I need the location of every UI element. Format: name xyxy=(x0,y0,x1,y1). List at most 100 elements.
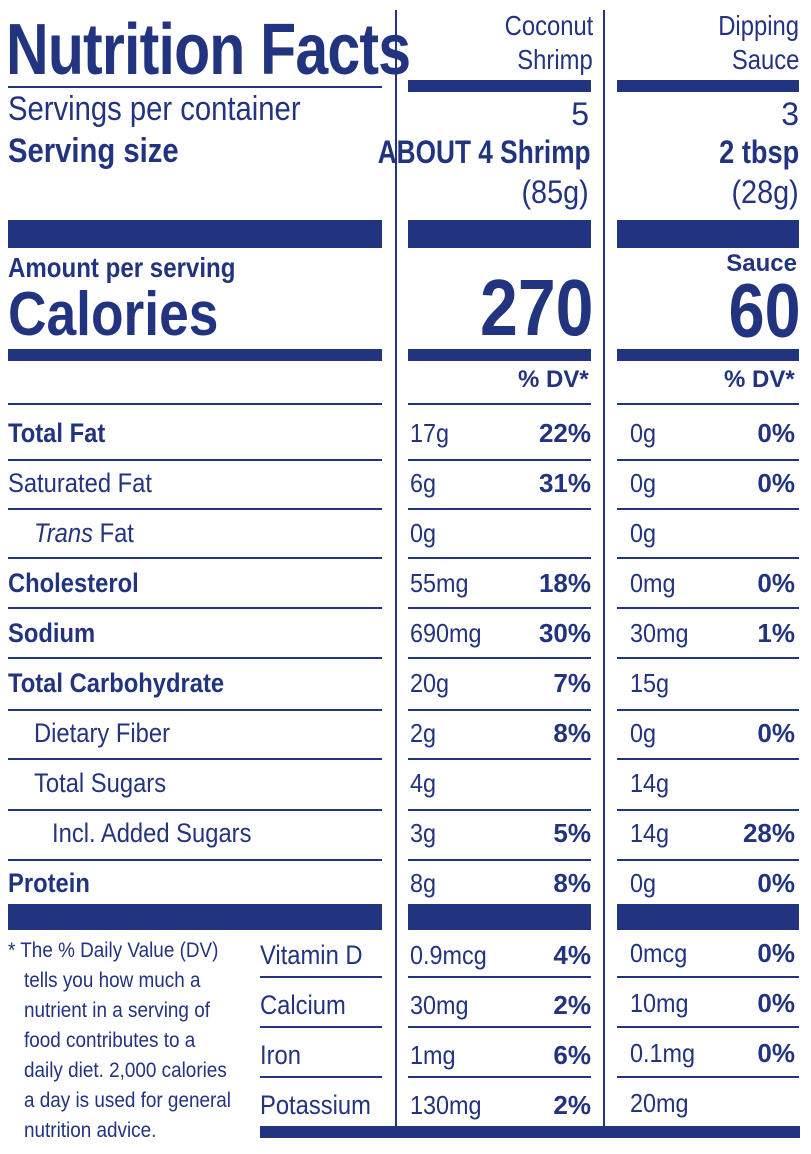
row-divider-shrimp xyxy=(408,607,591,609)
sauce-dv: 0% xyxy=(757,718,795,748)
serving-size-label: Serving size xyxy=(8,132,179,170)
shrimp-header-line2: Shrimp xyxy=(517,44,593,75)
vitamin-shrimp-amount: 1mg xyxy=(410,1040,456,1070)
row-divider-shrimp xyxy=(408,459,591,461)
sauce-header-line1: Dipping xyxy=(718,10,799,41)
vitamin-divider-label xyxy=(260,1076,382,1078)
row-divider-left xyxy=(8,607,382,609)
calories-bar-sauce xyxy=(617,349,799,361)
label-title: Nutrition Facts xyxy=(6,10,411,90)
row-divider-shrimp xyxy=(408,403,591,405)
row-divider-shrimp xyxy=(408,508,591,510)
row-divider-sauce xyxy=(617,709,799,711)
row-divider-left xyxy=(8,859,382,861)
vitamin-label: Iron xyxy=(260,1040,301,1070)
row-divider-left xyxy=(8,403,382,405)
footnote-line: tells you how much a xyxy=(24,969,201,992)
shrimp-dv: 8% xyxy=(553,718,591,748)
sauce-amount: 0g xyxy=(630,418,657,448)
row-divider-shrimp xyxy=(408,709,591,711)
row-divider-left xyxy=(8,809,382,811)
column-divider-left xyxy=(395,10,397,1126)
row-divider-shrimp xyxy=(408,758,591,760)
vitamin-divider-shrimp xyxy=(408,1026,591,1028)
calories-bar-shrimp xyxy=(408,349,591,361)
title-underline xyxy=(8,86,382,88)
shrimp-dv: 31% xyxy=(538,468,591,498)
vitamin-divider-shrimp xyxy=(408,1076,591,1078)
row-divider-shrimp xyxy=(408,859,591,861)
shrimp-header-bar xyxy=(408,80,591,92)
vitamin-sauce-amount: 0mcg xyxy=(630,938,688,968)
row-divider-sauce xyxy=(617,657,799,659)
nutrient-label: Sodium xyxy=(8,618,96,648)
row-divider-sauce xyxy=(617,758,799,760)
sauce-amount: 15g xyxy=(630,668,670,698)
shrimp-serving-weight: (85g) xyxy=(521,174,589,210)
nutrient-label: Trans Fat xyxy=(34,520,134,547)
nutrient-label: Incl. Added Sugars xyxy=(52,818,252,848)
row-divider-sauce xyxy=(617,557,799,559)
row-divider-sauce xyxy=(617,403,799,405)
shrimp-dv-header: % DV* xyxy=(518,366,589,393)
shrimp-amount: 690mg xyxy=(410,618,482,648)
thick-bar-2-shrimp xyxy=(408,904,591,930)
shrimp-servings: 5 xyxy=(571,96,589,132)
sauce-dv: 28% xyxy=(742,818,795,848)
row-divider-sauce xyxy=(617,859,799,861)
nutrient-label: Saturated Fat xyxy=(8,468,152,498)
vitamin-label: Calcium xyxy=(260,990,346,1020)
sauce-servings: 3 xyxy=(781,96,799,132)
sauce-amount: 14g xyxy=(630,818,670,848)
sauce-amount: 30mg xyxy=(630,618,689,648)
sauce-calories: 60 xyxy=(729,269,801,354)
shrimp-dv: 5% xyxy=(553,818,591,848)
shrimp-dv: 7% xyxy=(553,668,591,698)
sauce-dv: 0% xyxy=(757,418,795,448)
nutrient-label: Total Sugars xyxy=(34,768,167,798)
nutrient-label-italic: Trans xyxy=(34,518,93,548)
shrimp-serving-size: ABOUT 4 Shrimp xyxy=(378,134,591,170)
sauce-dv: 0% xyxy=(757,568,795,598)
sauce-header-bar xyxy=(617,80,799,92)
sauce-amount: 0g xyxy=(630,468,657,498)
shrimp-calories: 270 xyxy=(479,263,593,352)
nutrient-label: Dietary Fiber xyxy=(34,718,171,748)
shrimp-amount: 17g xyxy=(410,418,450,448)
nutrient-label: Protein xyxy=(8,868,90,898)
vitamin-divider-shrimp xyxy=(408,976,591,978)
row-divider-left xyxy=(8,508,382,510)
vitamin-sauce-amount: 0.1mg xyxy=(630,1038,696,1068)
row-divider-left xyxy=(8,459,382,461)
vitamin-shrimp-dv: 4% xyxy=(553,940,591,970)
row-divider-sauce xyxy=(617,809,799,811)
vitamin-shrimp-dv: 2% xyxy=(553,1090,591,1120)
footnote-line: * The % Daily Value (DV) xyxy=(8,939,219,962)
thick-bar-1-sauce xyxy=(617,220,799,248)
sauce-header-line2: Sauce xyxy=(731,44,799,75)
row-divider-sauce xyxy=(617,607,799,609)
vitamin-divider-sauce xyxy=(617,976,799,978)
vitamin-sauce-dv: 0% xyxy=(757,988,795,1018)
nutrient-label: Total Fat xyxy=(8,418,106,448)
shrimp-amount: 4g xyxy=(410,768,437,798)
vitamin-sauce-dv: 0% xyxy=(757,1038,795,1068)
footnote-line: daily diet. 2,000 calories xyxy=(24,1059,227,1082)
shrimp-amount: 6g xyxy=(410,468,437,498)
shrimp-amount: 55mg xyxy=(410,568,469,598)
shrimp-amount: 3g xyxy=(410,818,437,848)
sauce-serving-size: 2 tbsp xyxy=(718,134,799,170)
row-divider-left xyxy=(8,758,382,760)
vitamin-shrimp-amount: 30mg xyxy=(410,990,469,1020)
calories-label: Calories xyxy=(8,280,219,349)
servings-per-container-label: Servings per container xyxy=(8,90,301,128)
sauce-serving-weight: (28g) xyxy=(731,174,799,210)
thick-bar-1-shrimp xyxy=(408,220,591,248)
sauce-dv: 1% xyxy=(757,618,795,648)
thick-bar-2-sauce xyxy=(617,904,799,930)
shrimp-amount: 2g xyxy=(410,718,437,748)
shrimp-amount: 8g xyxy=(410,868,437,898)
shrimp-dv: 18% xyxy=(538,568,591,598)
shrimp-amount: 20g xyxy=(410,668,450,698)
